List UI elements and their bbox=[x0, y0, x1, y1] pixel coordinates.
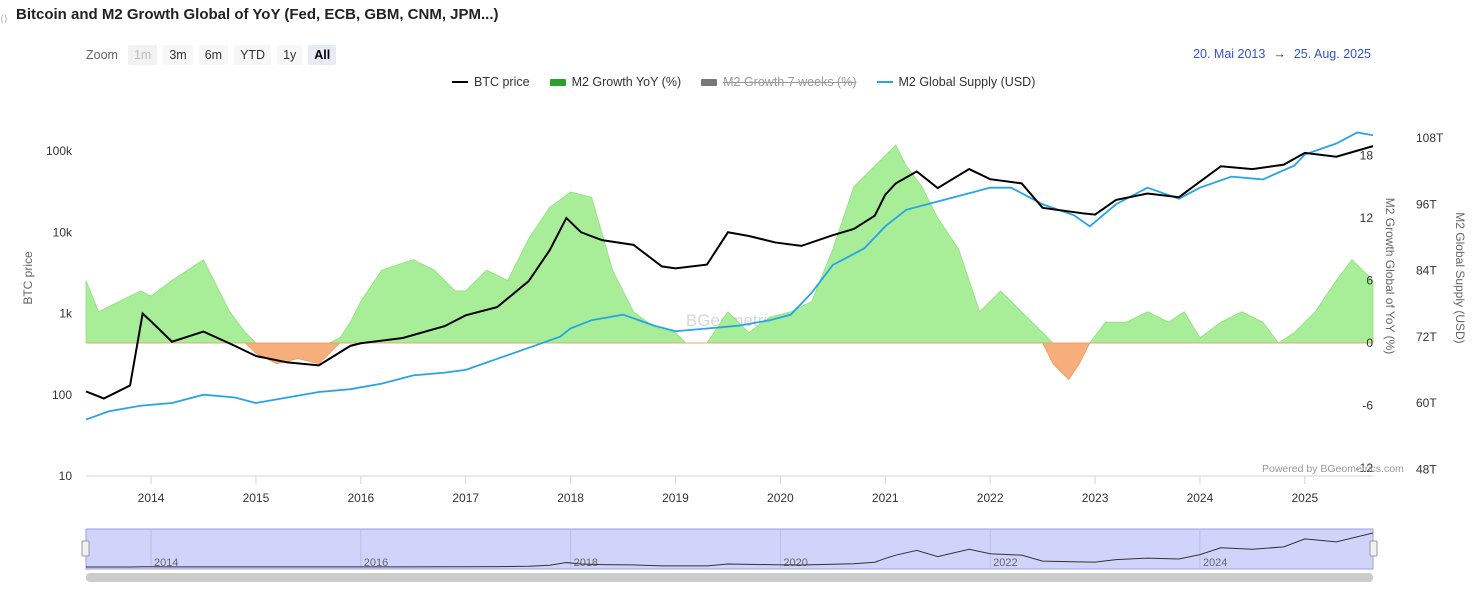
legend-label-m2-yoy: M2 Growth YoY (%) bbox=[571, 75, 682, 89]
legend-item-btc[interactable]: BTC price bbox=[452, 75, 530, 89]
credit-text: Powered by BGeometrics.com bbox=[1262, 463, 1404, 475]
navigator-tick-label: 2020 bbox=[783, 557, 807, 569]
axes: 2014 2015 2016 2017 2018 2019 2020 2021 2022 2023… bbox=[21, 131, 1467, 505]
x-tick-label: 2024 bbox=[1187, 491, 1214, 505]
navigator-scrollbar bbox=[86, 573, 1373, 582]
watermark: BGeometrics bbox=[686, 311, 784, 330]
range-to[interactable]: 25. Aug. 2025 bbox=[1293, 47, 1371, 61]
zoom-1y-button[interactable]: 1y bbox=[277, 45, 303, 65]
btc-price-line bbox=[85, 145, 1374, 400]
legend-swatch-btc bbox=[452, 81, 468, 83]
navigator-right-handle bbox=[1369, 540, 1378, 557]
navigator-tick-label: 2022 bbox=[993, 557, 1017, 569]
line-series bbox=[85, 131, 1374, 421]
y-left-tick-label: 1k bbox=[59, 307, 73, 321]
y-mid-tick-label: 0 bbox=[1366, 336, 1373, 350]
zoom-toolbar: Zoom 1m 3m 6m YTD 1y All bbox=[86, 45, 337, 65]
y-mid-tick-label: -6 bbox=[1362, 399, 1373, 413]
zoom-6m-button[interactable]: 6m bbox=[198, 45, 229, 65]
legend-label-m2-supply: M2 Global Supply (USD) bbox=[898, 75, 1036, 89]
legend-item-m2-7w[interactable]: M2 Growth 7 weeks (%) bbox=[701, 75, 857, 89]
x-tick-label: 2014 bbox=[138, 491, 165, 505]
legend-item-m2-yoy[interactable]: M2 Growth YoY (%) bbox=[549, 75, 682, 89]
m2-growth-area bbox=[85, 144, 1374, 381]
x-tick-label: 2018 bbox=[557, 491, 584, 505]
m2-supply-line bbox=[85, 131, 1374, 421]
date-range: 20. Mai 2013 → 25. Aug. 2025 bbox=[1193, 47, 1371, 61]
m2-growth-negative-area bbox=[86, 342, 1373, 381]
legend-item-m2-supply[interactable]: M2 Global Supply (USD) bbox=[876, 75, 1036, 89]
navigator-tick-label: 2014 bbox=[154, 557, 178, 569]
navigator-series bbox=[85, 532, 1374, 568]
y-right-tick-label: 72T bbox=[1416, 330, 1437, 344]
x-tick-label: 2022 bbox=[977, 491, 1004, 505]
x-tick-label: 2020 bbox=[767, 491, 794, 505]
zoom-ytd-button[interactable]: YTD bbox=[234, 45, 272, 65]
zoom-1m-button[interactable]: 1m bbox=[127, 45, 158, 65]
y-mid-tick-label: 12 bbox=[1360, 211, 1374, 225]
x-tick-label: 2025 bbox=[1291, 491, 1318, 505]
y-mid-tick-label: 18 bbox=[1360, 149, 1374, 163]
x-tick-label: 2015 bbox=[243, 491, 270, 505]
y-left-tick-label: 100 bbox=[52, 388, 72, 402]
y-mid-axis-title: M2 Growth Global of YoY (%) bbox=[1383, 198, 1397, 355]
navigator-tick-label: 2016 bbox=[364, 557, 388, 569]
navigator[interactable]: 2014 2016 2018 2020 2022 2024 bbox=[81, 528, 1378, 582]
x-tick-label: 2016 bbox=[347, 491, 374, 505]
y-left-tick-label: 10 bbox=[59, 469, 73, 483]
y-right-axis-title: M2 Global Supply (USD) bbox=[1453, 212, 1467, 343]
range-from[interactable]: 20. Mai 2013 bbox=[1193, 47, 1266, 61]
legend-swatch-m2-supply bbox=[876, 81, 893, 83]
zoom-label: Zoom bbox=[86, 48, 118, 62]
collapse-icon[interactable]: ⟨⟩ bbox=[0, 14, 8, 25]
legend-label-btc: BTC price bbox=[474, 75, 530, 89]
x-tick-label: 2017 bbox=[452, 491, 479, 505]
navigator-tick-label: 2024 bbox=[1203, 557, 1227, 569]
y-right-tick-label: 84T bbox=[1416, 264, 1437, 278]
y-left-axis-title: BTC price bbox=[21, 251, 35, 305]
x-tick-label: 2021 bbox=[872, 491, 899, 505]
y-right-tick-label: 60T bbox=[1416, 396, 1437, 410]
navigator-tick-label: 2018 bbox=[574, 557, 598, 569]
x-tick-label: 2019 bbox=[662, 491, 689, 505]
legend: BTC price M2 Growth YoY (%) M2 Growth 7 … bbox=[452, 75, 1035, 89]
legend-label-m2-7w: M2 Growth 7 weeks (%) bbox=[723, 75, 857, 89]
navigator-left-handle bbox=[81, 540, 90, 557]
legend-swatch-m2-yoy bbox=[549, 78, 566, 86]
y-left-tick-label: 10k bbox=[53, 225, 73, 239]
chart-title: Bitcoin and M2 Growth Global of YoY (Fed… bbox=[16, 6, 499, 23]
x-tick-label: 2023 bbox=[1082, 491, 1109, 505]
y-right-tick-label: 48T bbox=[1416, 462, 1437, 476]
y-right-tick-label: 108T bbox=[1416, 131, 1444, 145]
zoom-all-button[interactable]: All bbox=[308, 45, 337, 65]
y-mid-tick-label: 6 bbox=[1366, 274, 1373, 288]
m2-growth-positive-area bbox=[85, 144, 1374, 344]
navigator-selection bbox=[85, 528, 1374, 570]
zoom-3m-button[interactable]: 3m bbox=[163, 45, 193, 65]
y-left-tick-label: 100k bbox=[46, 144, 73, 158]
legend-swatch-m2-7w bbox=[701, 78, 718, 86]
y-right-tick-label: 96T bbox=[1416, 197, 1437, 211]
range-arrow: → bbox=[1273, 47, 1286, 61]
watermark-text: BGeometrics bbox=[686, 311, 784, 330]
